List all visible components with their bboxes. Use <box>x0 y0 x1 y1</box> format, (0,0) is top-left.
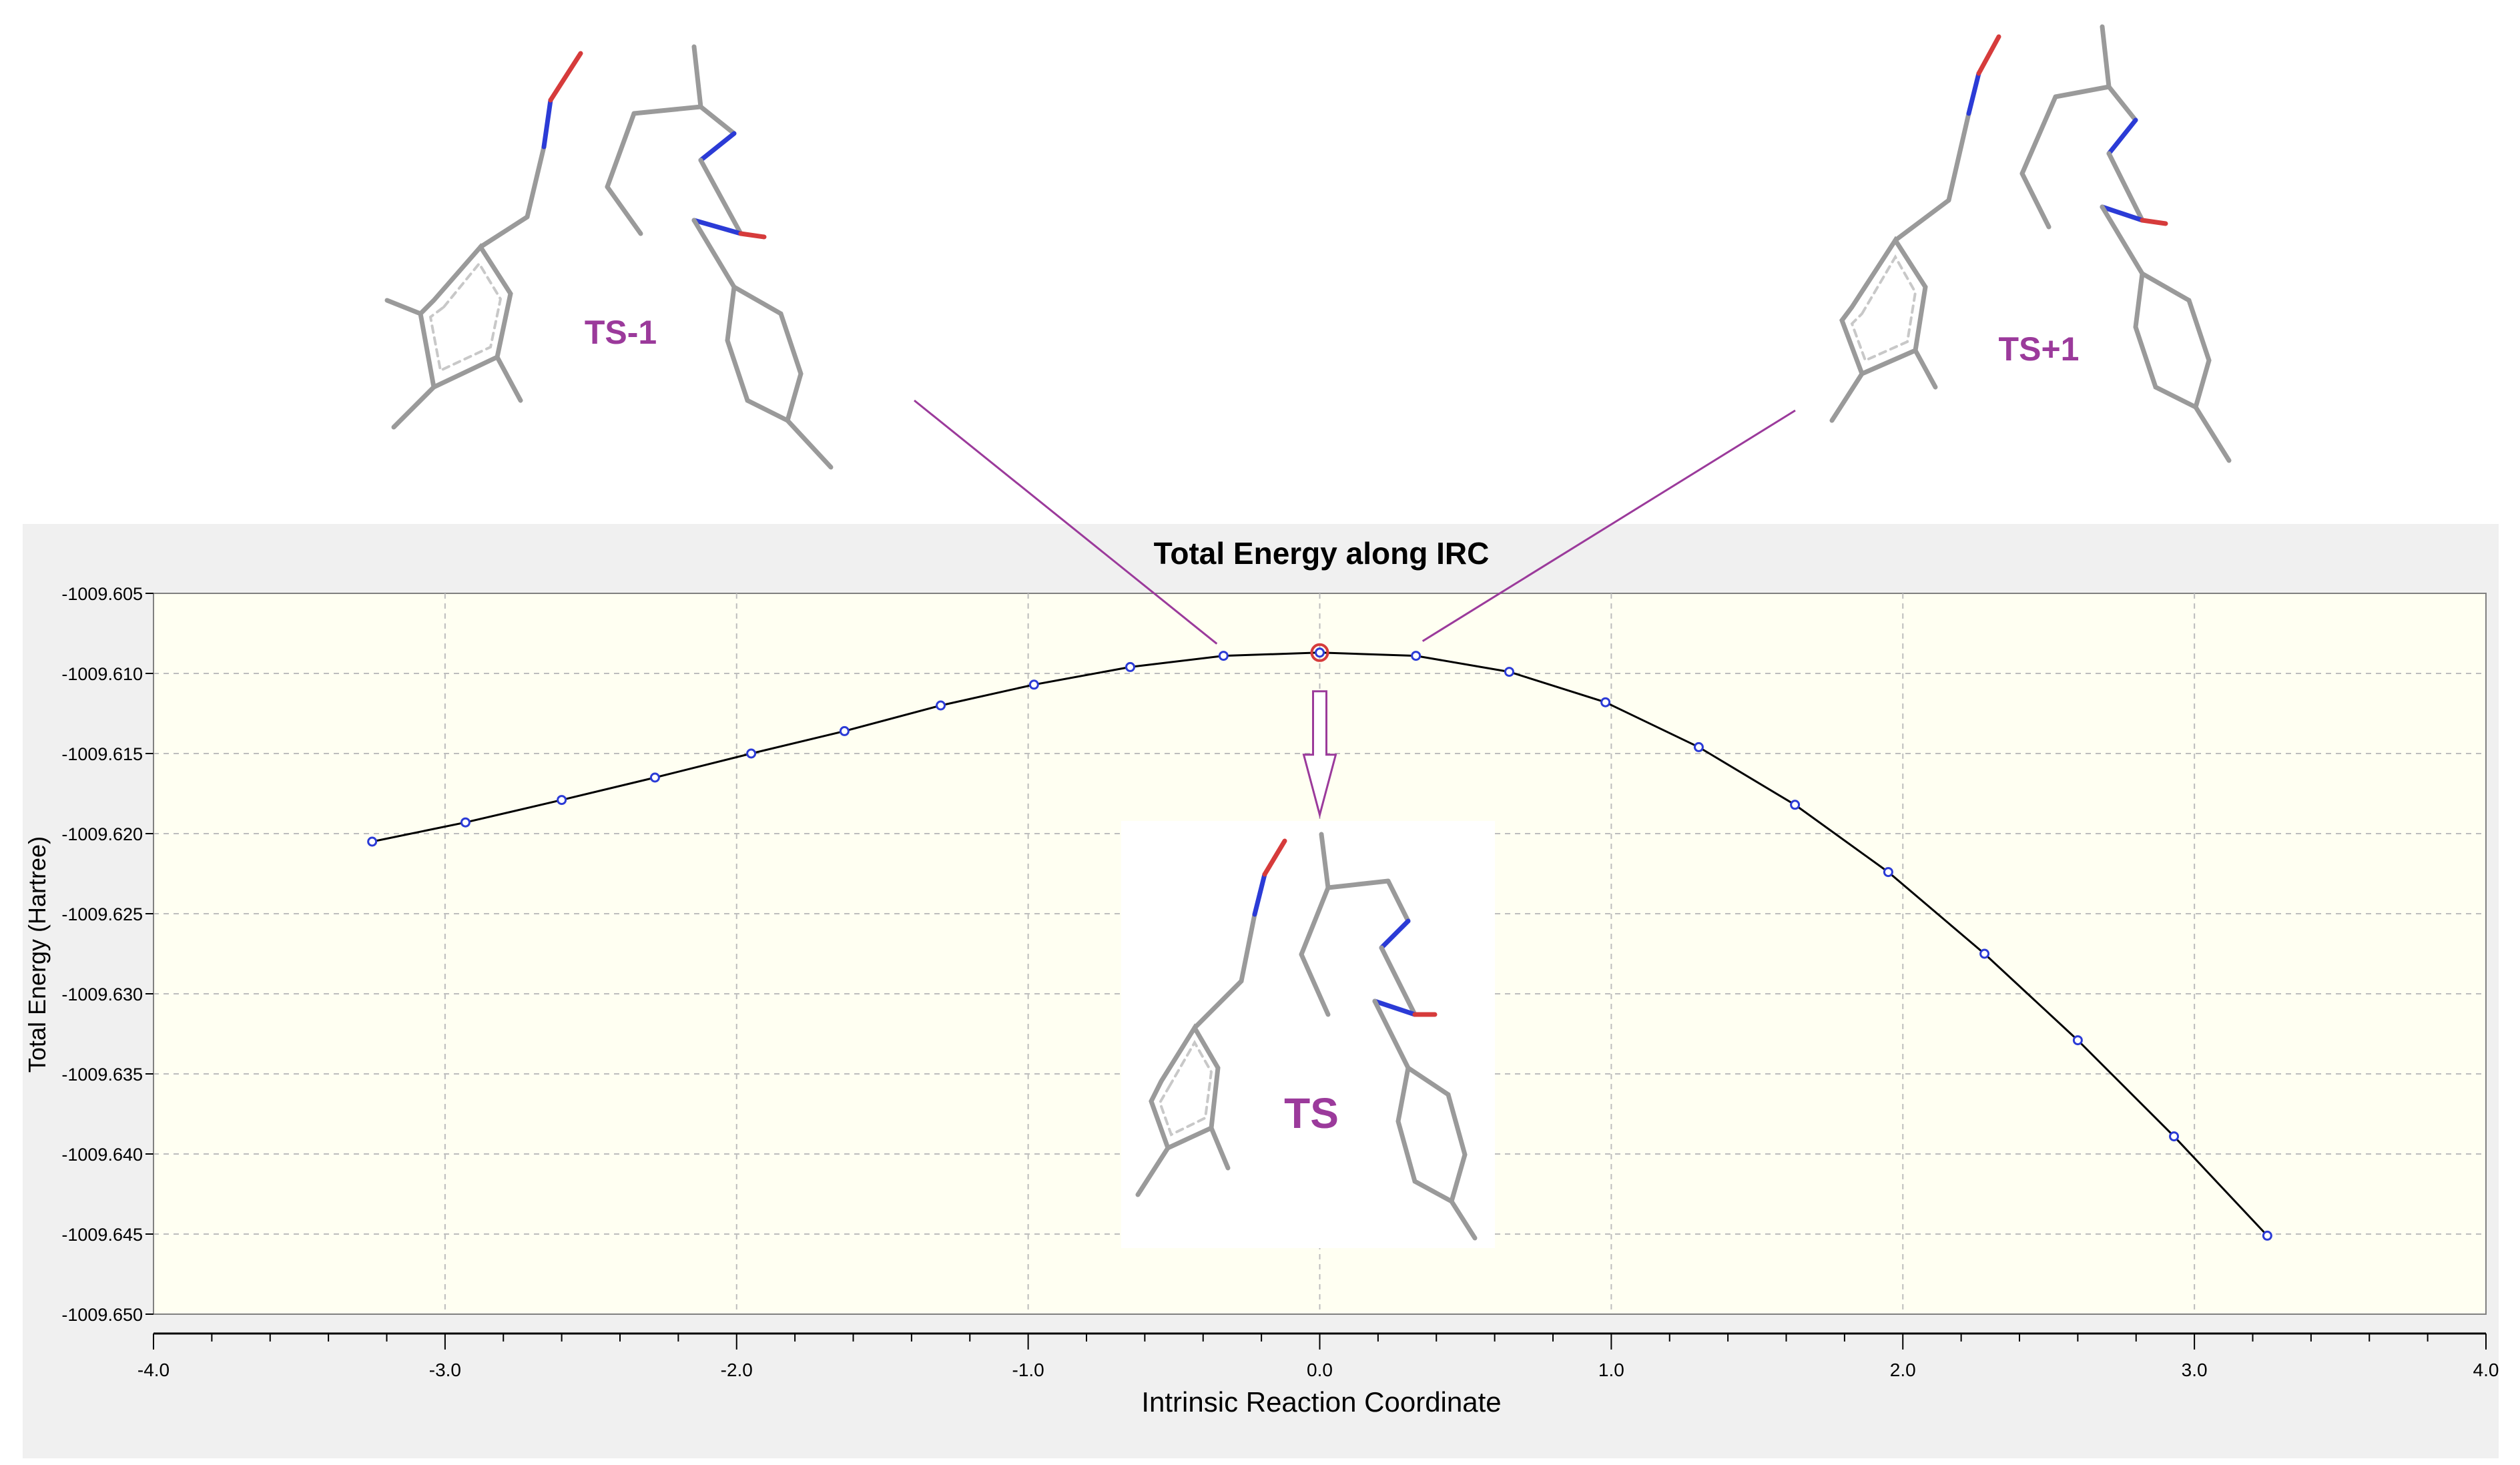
callout-line-ts-plus-1 <box>1422 409 1796 642</box>
x-tick-label: -2.0 <box>721 1360 753 1380</box>
x-tick-label: 1.0 <box>1598 1360 1624 1380</box>
data-point <box>746 748 757 759</box>
data-point <box>557 795 567 806</box>
x-tick-label: -1.0 <box>1012 1360 1044 1380</box>
x-tick-label: 0.0 <box>1307 1360 1333 1380</box>
ts-plus-1-label: TS+1 <box>1999 330 2080 368</box>
y-tick-label: -1009.640 <box>61 1145 143 1165</box>
ts-minus-1-label: TS-1 <box>585 314 657 351</box>
x-tick-label: -4.0 <box>137 1360 170 1380</box>
molecule-ts-plus-1-image <box>1829 24 2232 463</box>
callout-line-ts-minus-1 <box>914 399 1218 645</box>
x-tick-label: 3.0 <box>2182 1360 2208 1380</box>
ts-down-arrow-icon <box>1302 690 1337 819</box>
data-point <box>2169 1131 2180 1142</box>
molecule-ts-minus-1-image <box>384 44 834 470</box>
y-tick-label: -1009.625 <box>61 904 143 924</box>
data-point <box>1790 800 1801 810</box>
data-point <box>2072 1035 2083 1046</box>
y-tick-label: -1009.605 <box>61 584 143 604</box>
ts-highlight-point <box>1310 643 1329 662</box>
data-point <box>1883 867 1893 878</box>
data-point <box>1028 679 1039 690</box>
y-tick-label: -1009.615 <box>61 744 143 764</box>
y-tick-label: -1009.620 <box>61 824 143 844</box>
y-tick-label: -1009.645 <box>61 1225 143 1245</box>
y-axis-label: Total Energy (Hartree) <box>23 836 51 1073</box>
data-point <box>1693 742 1704 752</box>
ts-inset-background <box>1121 821 1495 1248</box>
y-tick-label: -1009.635 <box>61 1065 143 1085</box>
data-point <box>1979 948 1990 959</box>
data-point <box>1218 651 1229 661</box>
x-tick-label: 2.0 <box>1890 1360 1916 1380</box>
data-point <box>1315 647 1325 658</box>
y-tick-label: -1009.610 <box>61 664 143 684</box>
x-tick-label: -3.0 <box>429 1360 461 1380</box>
data-point <box>649 772 660 783</box>
y-tick-label: -1009.650 <box>61 1305 143 1325</box>
data-point <box>936 700 946 711</box>
y-tick-label: -1009.630 <box>61 984 143 1004</box>
data-point <box>2262 1230 2272 1241</box>
x-axis-label: Intrinsic Reaction Coordinate <box>1141 1386 1501 1418</box>
data-point <box>460 817 470 828</box>
chart-title: Total Energy along IRC <box>1154 536 1490 571</box>
x-tick-label: 4.0 <box>2473 1360 2499 1380</box>
molecule-ts-image <box>1135 832 1478 1241</box>
data-point <box>1504 667 1514 677</box>
data-point <box>1125 661 1136 672</box>
ts-label: TS <box>1284 1089 1339 1137</box>
data-point <box>367 836 378 847</box>
data-point <box>839 725 850 736</box>
data-point <box>1411 651 1422 661</box>
data-point <box>1600 697 1611 707</box>
